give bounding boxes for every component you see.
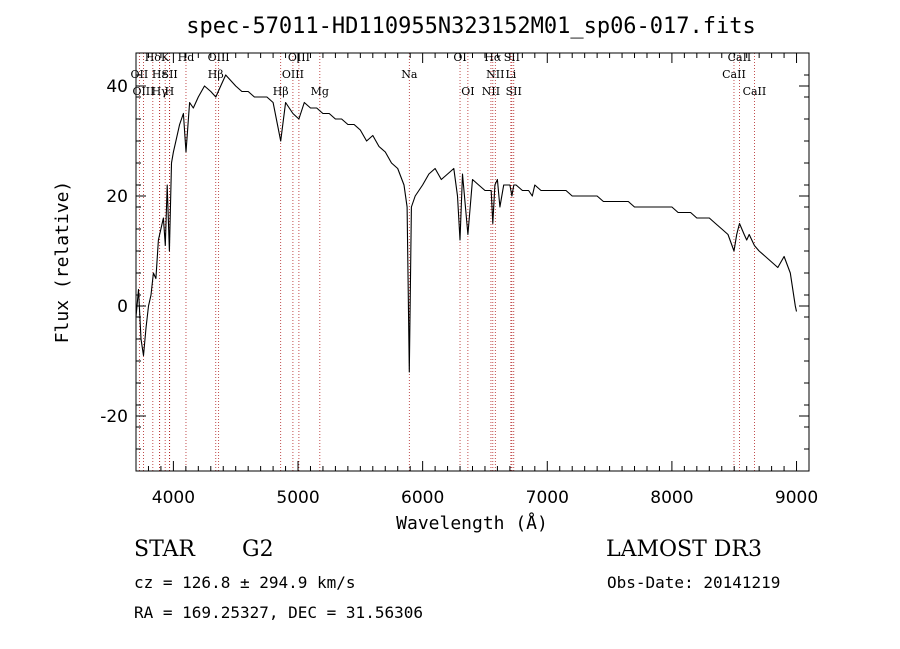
x-tick-label: 6000 [401, 488, 444, 508]
y-tick-label: 20 [106, 187, 128, 207]
x-tick-label: 4000 [152, 488, 195, 508]
spectrum-series-line [135, 74, 798, 373]
spectral-line-label: OI [461, 85, 474, 98]
spectral-line-label: CaII [722, 68, 746, 81]
x-axis-label: Wavelength (Å) [396, 512, 548, 534]
x-tick-label: 9000 [775, 488, 818, 508]
plot-frame [135, 52, 810, 472]
spectral-line-label: OIII [132, 85, 154, 98]
sky-coordinates: RA = 169.25327, DEC = 31.56306 [134, 603, 423, 622]
spectral-line-label: SII [506, 85, 522, 98]
axes: 4000 5000 6000 7000 8000 9000 -20 0 20 40 [100, 52, 818, 508]
spectral-line-label: CaII [728, 51, 752, 64]
spectral-line-label: CaII [743, 85, 767, 98]
redshift-velocity: cz = 126.8 ± 294.9 km/s [134, 573, 356, 592]
spectral-line-label: SII [162, 68, 178, 81]
x-tick-label: 8000 [650, 488, 693, 508]
observation-date: Obs-Date: 20141219 [607, 573, 781, 592]
y-tick-label: 0 [117, 297, 128, 317]
spectral-line-label: Li [505, 68, 516, 81]
y-tick-label: 40 [106, 77, 128, 97]
y-tick-label: -20 [100, 407, 128, 427]
spectral-line-label: H [165, 85, 175, 98]
object-subclass: G2 [242, 537, 274, 562]
spectral-line-label: Hε [152, 68, 168, 81]
spectral-line-label: Hβ [273, 85, 289, 98]
survey-name: LAMOST DR3 [606, 537, 762, 562]
x-tick-label: 7000 [526, 488, 569, 508]
spectral-line-label: OIII [208, 51, 230, 64]
y-axis-label: Flux (relative) [52, 181, 73, 344]
spectral-line-label: NII [482, 85, 500, 98]
spectral-line-label: OIII [282, 68, 304, 81]
spectral-line-label: Hβ [208, 68, 224, 81]
spectral-line-label: Mg [311, 85, 329, 98]
spectral-line-label: Na [401, 68, 418, 81]
x-tick-label: 5000 [276, 488, 319, 508]
spectral-line-label: Hγ [152, 85, 169, 98]
spectral-line-label: K [161, 51, 170, 64]
spectral-line-label: NII [486, 68, 504, 81]
chart-title: spec-57011-HD110955N323152M01_sp06-017.f… [186, 14, 756, 39]
spectral-line-markers [138, 53, 755, 471]
spectral-line-label: SII [504, 51, 520, 64]
spectral-line-label: OIII [288, 51, 310, 64]
object-type: STAR [134, 537, 195, 562]
